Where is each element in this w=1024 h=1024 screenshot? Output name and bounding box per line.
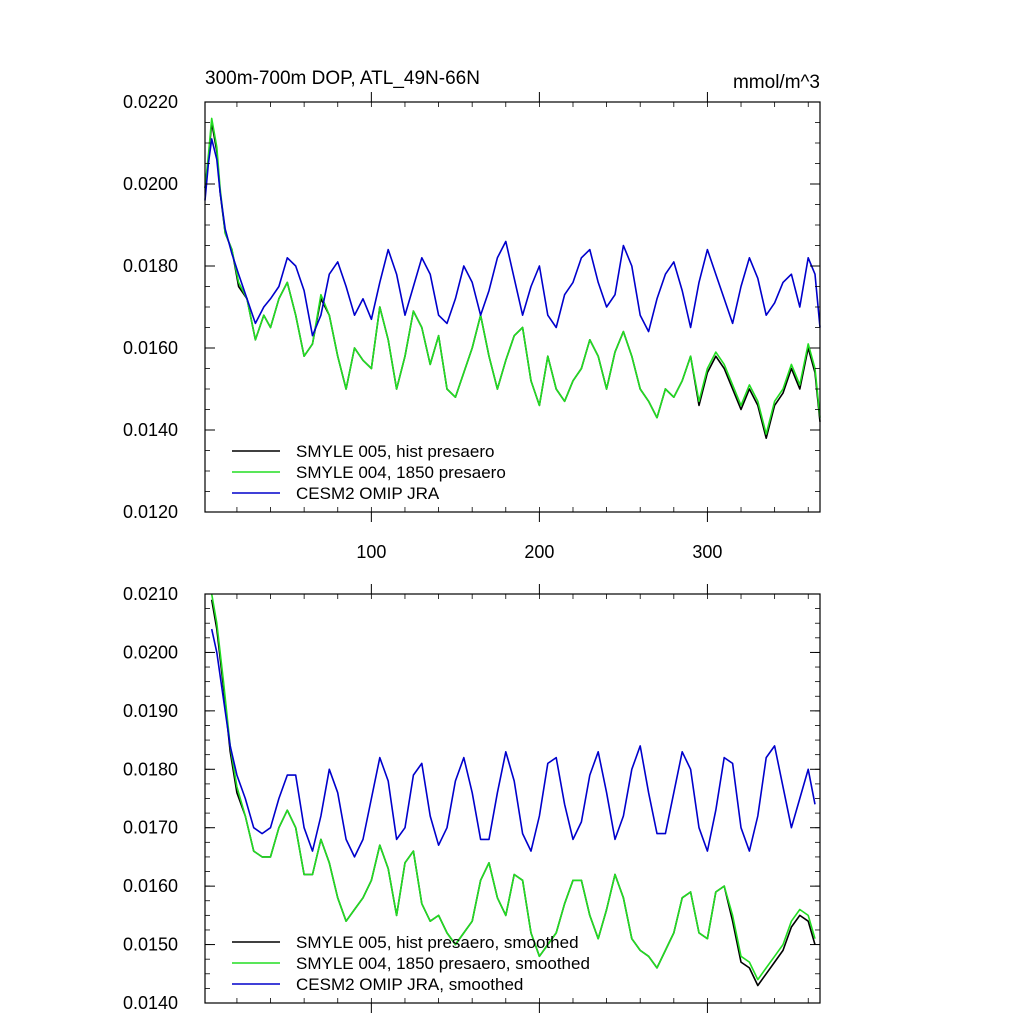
y-tick-label: 0.0170 xyxy=(123,818,178,838)
y-tick-label: 0.0200 xyxy=(123,174,178,194)
y-tick-label: 0.0180 xyxy=(123,256,178,276)
legend-label-3: CESM2 OMIP JRA, smoothed xyxy=(296,975,523,994)
legend-label-2: SMYLE 004, 1850 presaero xyxy=(296,463,506,482)
y-tick-label: 0.0150 xyxy=(123,935,178,955)
axis-ticks xyxy=(205,584,820,1013)
series-group xyxy=(210,593,816,987)
series-group xyxy=(204,117,821,439)
y-tick-label: 0.0180 xyxy=(123,759,178,779)
series-line-3 xyxy=(204,138,821,337)
y-tick-label: 0.0200 xyxy=(123,642,178,662)
legend-label-1: SMYLE 005, hist presaero, smoothed xyxy=(296,933,579,952)
top-panel: 300m-700m DOP, ATL_49N-66N mmol/m^3 0.01… xyxy=(123,68,821,562)
y-tick-label: 0.0220 xyxy=(123,92,178,112)
chart-title: 300m-700m DOP, ATL_49N-66N xyxy=(205,68,480,89)
y-tick-label: 0.0140 xyxy=(123,420,178,440)
series-line-3 xyxy=(210,628,816,858)
legend-label-1: SMYLE 005, hist presaero xyxy=(296,442,494,461)
legend-label-3: CESM2 OMIP JRA xyxy=(296,484,440,503)
y-tick-label: 0.0190 xyxy=(123,701,178,721)
y-tick-label: 0.0160 xyxy=(123,876,178,896)
x-tick-label: 200 xyxy=(524,542,554,562)
y-tick-label: 0.0120 xyxy=(123,502,178,522)
bottom-panel: 0.0140 0.0150 0.0160 0.0170 0.0180 0.0190 0.02… xyxy=(123,584,821,1013)
series-line-2 xyxy=(204,117,821,435)
series-line-2 xyxy=(210,593,816,981)
legend-label-2: SMYLE 004, 1850 presaero, smoothed xyxy=(296,954,590,973)
y-tick-label: 0.0160 xyxy=(123,338,178,358)
axis-ticks xyxy=(205,92,820,522)
legend: SMYLE 005, hist presaero SMYLE 004, 1850 … xyxy=(232,442,506,503)
x-tick-label: 100 xyxy=(356,542,386,562)
y-tick-label: 0.0140 xyxy=(123,993,178,1013)
x-tick-label: 300 xyxy=(692,542,722,562)
y-tick-label: 0.0210 xyxy=(123,584,178,604)
units-label: mmol/m^3 xyxy=(733,72,820,93)
legend: SMYLE 005, hist presaero, smoothed SMYLE … xyxy=(232,933,590,994)
